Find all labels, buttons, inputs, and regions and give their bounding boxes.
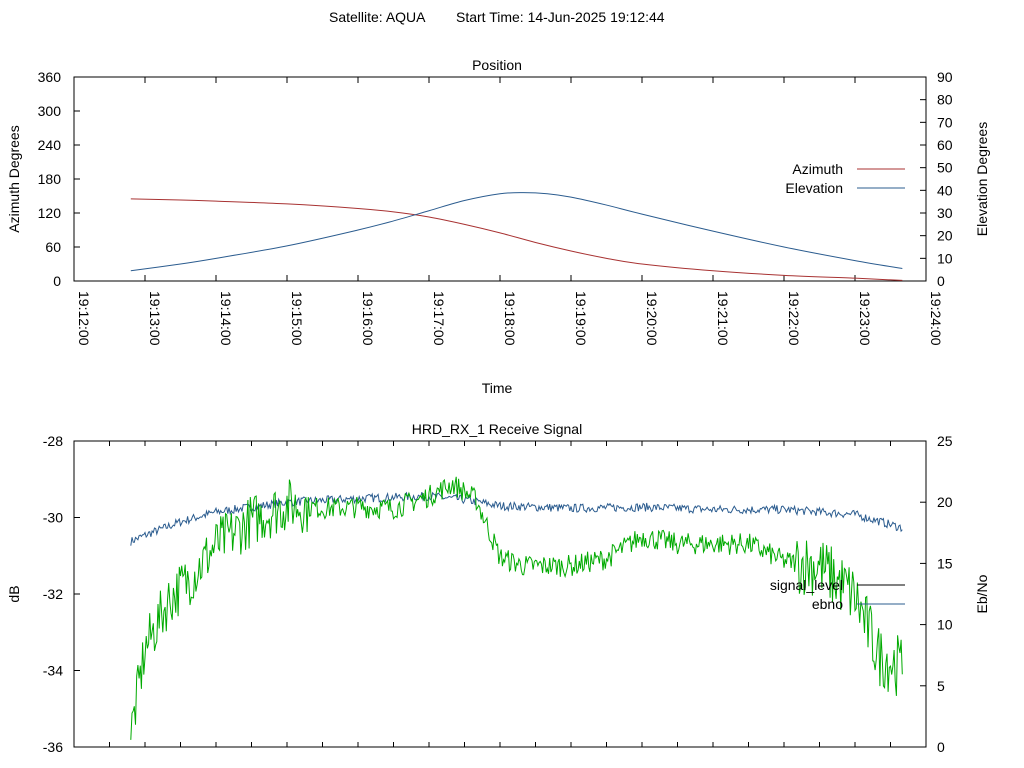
position-x-tick-label: 19:14:00	[218, 291, 234, 346]
legend-label-elevation: Elevation	[785, 180, 843, 196]
position-y2-tick-label: 0	[937, 273, 945, 289]
position-y-tick-label: 240	[38, 137, 62, 153]
position-x-tick-label: 19:23:00	[857, 291, 873, 346]
legend-label-ebno: ebno	[812, 596, 843, 612]
position-x-tick-label: 19:16:00	[360, 291, 376, 346]
position-chart-title: Position	[472, 57, 522, 73]
position-y2-tick-label: 50	[937, 160, 953, 176]
position-x-tick-label: 19:19:00	[573, 291, 589, 346]
position-y2-tick-label: 30	[937, 205, 953, 221]
signal-y-tick-label: -28	[43, 433, 63, 449]
legend-label-azimuth: Azimuth	[792, 161, 843, 177]
position-y-tick-label: 180	[38, 171, 62, 187]
position-y-tick-label: 60	[45, 239, 61, 255]
position-y-tick-label: 120	[38, 205, 62, 221]
signal-chart-title: HRD_RX_1 Receive Signal	[412, 421, 582, 437]
header-start-time: Start Time: 14-Jun-2025 19:12:44	[456, 9, 665, 25]
signal-y-axis-label: dB	[6, 585, 22, 602]
position-x-tick-label: 19:12:00	[76, 291, 92, 346]
receive-signal-chart: HRD_RX_1 Receive Signal dB Eb/No -36 -34 -…	[6, 421, 990, 755]
position-y-tick-label: 360	[38, 69, 62, 85]
position-y2-tick-label: 60	[937, 137, 953, 153]
position-x-tick-label: 19:24:00	[928, 291, 944, 346]
signal-y2-tick-label: 10	[937, 617, 953, 633]
position-chart: Position Azimuth Degrees Elevation Degre…	[6, 57, 990, 396]
signal-y-tick-label: -32	[43, 586, 63, 602]
signal-y-tick-label: -30	[43, 510, 63, 526]
legend-label-signal-level: signal_level	[770, 577, 843, 593]
position-x-tick-label: 19:20:00	[644, 291, 660, 346]
position-y2-tick-label: 90	[937, 69, 953, 85]
signal-y2-axis-label: Eb/No	[974, 574, 990, 613]
signal-y2-tick-label: 0	[937, 739, 945, 755]
position-x-tick-label: 19:13:00	[147, 291, 163, 346]
position-x-tick-label: 19:21:00	[715, 291, 731, 346]
position-legend: Azimuth Elevation	[785, 161, 905, 196]
position-y2-tick-label: 40	[937, 182, 953, 198]
signal-y2-tick-label: 20	[937, 494, 953, 510]
position-y2-tick-label: 20	[937, 228, 953, 244]
position-y-axis-label: Azimuth Degrees	[6, 125, 22, 232]
position-y2-tick-label: 70	[937, 114, 953, 130]
position-y-tick-label: 0	[53, 273, 61, 289]
position-y2-tick-label: 80	[937, 92, 953, 108]
position-x-axis-label: Time	[482, 380, 513, 396]
series-line-elevation	[130, 192, 903, 272]
header-satellite: Satellite: AQUA	[329, 9, 426, 25]
position-x-tick-label: 19:17:00	[431, 291, 447, 346]
series-line-ebno_green	[130, 476, 903, 740]
signal-legend: signal_level ebno	[770, 577, 905, 612]
signal-y-tick-label: -36	[43, 739, 63, 755]
series-line-ebno	[130, 491, 903, 546]
position-x-tick-label: 19:18:00	[502, 291, 518, 346]
position-plot-frame	[73, 76, 927, 282]
position-y-tick-label: 300	[38, 103, 62, 119]
signal-plot-frame	[73, 440, 927, 748]
signal-y2-tick-label: 25	[937, 433, 953, 449]
signal-y2-tick-label: 5	[937, 678, 945, 694]
position-x-tick-label: 19:15:00	[289, 291, 305, 346]
signal-y2-tick-label: 15	[937, 555, 953, 571]
position-y2-tick-label: 10	[937, 250, 953, 266]
series-line-azimuth	[130, 198, 903, 281]
signal-y-tick-label: -34	[43, 663, 63, 679]
position-x-tick-label: 19:22:00	[786, 291, 802, 346]
position-y2-axis-label: Elevation Degrees	[974, 122, 990, 236]
